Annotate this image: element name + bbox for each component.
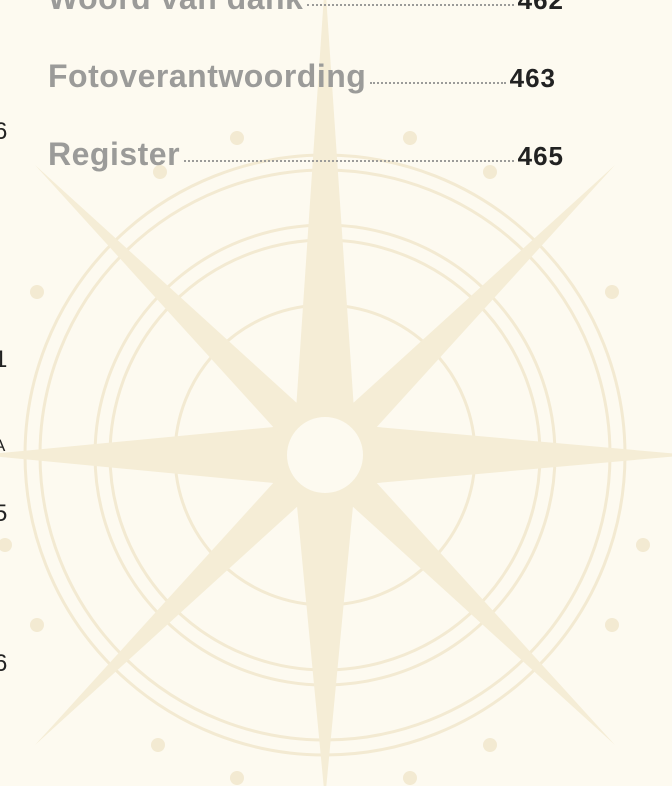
entry-page: 465 bbox=[517, 141, 564, 171]
edge-fragment: 6 bbox=[0, 650, 8, 677]
toc-entry[interactable]: Register 465 bbox=[48, 136, 564, 173]
toc-entry[interactable]: Woord van dank 462 bbox=[48, 0, 564, 17]
entry-title: Woord van dank bbox=[48, 0, 303, 17]
edge-fragment: 6 bbox=[0, 118, 8, 145]
entry-title: Fotoverantwoording bbox=[48, 58, 367, 94]
entry-page: 462 bbox=[517, 0, 564, 15]
dot-leader bbox=[370, 82, 506, 84]
toc-entry[interactable]: Fotoverantwoording 463 bbox=[48, 58, 556, 95]
edge-fragment: 5 bbox=[0, 500, 8, 527]
entry-page: 463 bbox=[509, 63, 556, 93]
dot-leader bbox=[184, 160, 514, 162]
edge-fragment: A bbox=[0, 436, 5, 456]
edge-fragment: 1 bbox=[0, 346, 8, 373]
dot-leader bbox=[307, 4, 514, 6]
entry-title: Register bbox=[48, 136, 181, 172]
